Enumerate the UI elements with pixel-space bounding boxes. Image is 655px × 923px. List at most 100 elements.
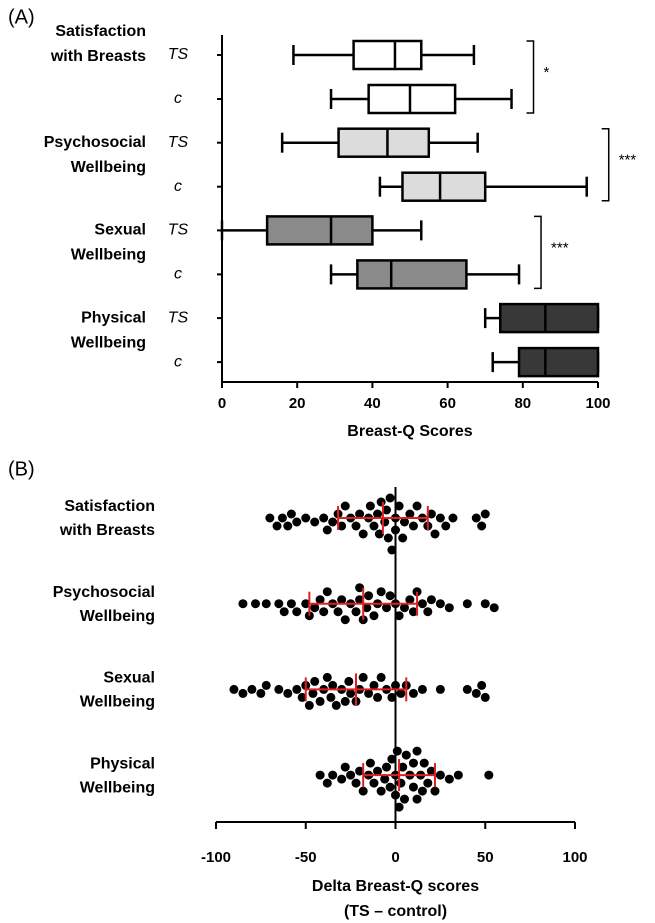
data-point xyxy=(333,607,343,617)
data-point xyxy=(430,786,440,796)
series-label: TS xyxy=(168,134,189,151)
series-label: c xyxy=(174,90,182,107)
data-point xyxy=(417,684,427,694)
data-point xyxy=(261,599,271,609)
x-axis-label: Delta Breast-Q scores xyxy=(312,878,479,895)
data-point xyxy=(365,758,375,768)
data-point xyxy=(369,680,379,690)
data-point xyxy=(283,521,293,531)
category-label: Physical xyxy=(90,755,155,772)
data-point xyxy=(279,607,289,617)
data-point xyxy=(292,607,302,617)
data-point xyxy=(435,513,445,523)
data-point xyxy=(238,688,248,698)
data-point xyxy=(396,688,406,698)
data-point xyxy=(319,607,329,617)
data-point xyxy=(408,607,418,617)
data-point xyxy=(423,607,433,617)
data-point xyxy=(387,754,397,764)
category-label: Sexual xyxy=(103,670,155,687)
data-point xyxy=(292,517,302,527)
x-tick-label: 20 xyxy=(289,395,306,412)
data-point xyxy=(394,611,404,621)
data-point xyxy=(376,786,386,796)
data-point xyxy=(355,595,365,605)
data-point xyxy=(319,513,329,523)
significance-bracket xyxy=(534,215,542,290)
data-point xyxy=(391,680,400,690)
category-label: with Breasts xyxy=(59,522,155,539)
data-point xyxy=(292,684,302,694)
x-axis-label: Breast-Q Scores xyxy=(347,423,472,440)
panel-label: (B) xyxy=(8,458,35,480)
data-point xyxy=(322,778,332,788)
data-point xyxy=(391,790,400,800)
data-point xyxy=(399,517,409,527)
data-point xyxy=(346,688,356,698)
x-tick-label: 80 xyxy=(514,395,531,412)
data-point xyxy=(408,758,418,768)
data-point xyxy=(380,774,390,784)
significance-label: * xyxy=(544,64,550,81)
box xyxy=(356,259,468,290)
data-point xyxy=(391,525,400,535)
data-point xyxy=(480,599,490,609)
category-label: Wellbeing xyxy=(80,694,155,711)
data-point xyxy=(401,750,411,760)
data-point xyxy=(412,746,422,756)
data-point xyxy=(340,696,350,706)
data-point xyxy=(310,603,320,613)
data-point xyxy=(328,680,338,690)
data-point xyxy=(315,770,325,780)
data-point xyxy=(355,766,365,776)
data-point xyxy=(340,762,350,772)
data-point xyxy=(423,778,433,788)
data-point xyxy=(369,521,379,531)
panel-label: (A) xyxy=(8,6,35,28)
x-tick-label: 100 xyxy=(562,849,587,866)
data-point xyxy=(355,583,365,593)
data-point xyxy=(376,587,386,597)
box xyxy=(401,171,487,202)
data-point xyxy=(261,680,271,690)
x-tick-label: -50 xyxy=(295,849,317,866)
data-point xyxy=(364,591,374,601)
data-point xyxy=(471,513,481,523)
series-label: c xyxy=(174,266,182,283)
data-point xyxy=(355,509,365,519)
category-label: Wellbeing xyxy=(71,334,146,351)
data-point xyxy=(286,509,296,519)
significance-label: *** xyxy=(551,239,569,256)
data-point xyxy=(340,501,350,511)
data-point xyxy=(274,599,284,609)
data-point xyxy=(229,684,239,694)
data-point xyxy=(385,493,395,503)
data-point xyxy=(310,517,320,527)
data-point xyxy=(480,692,490,702)
data-point xyxy=(398,762,408,772)
data-point xyxy=(358,529,368,539)
data-point xyxy=(462,684,472,694)
data-point xyxy=(328,770,338,780)
data-point xyxy=(346,770,356,780)
data-point xyxy=(310,676,320,686)
data-point xyxy=(374,529,384,539)
data-point xyxy=(322,672,332,682)
data-point xyxy=(426,766,436,776)
data-point xyxy=(337,774,347,784)
category-label: Satisfaction xyxy=(64,498,155,515)
data-point xyxy=(238,599,248,609)
category-label: Satisfaction xyxy=(55,23,146,40)
series-label: TS xyxy=(168,222,189,239)
data-point xyxy=(405,509,415,519)
data-point xyxy=(398,533,408,543)
x-tick-label: 0 xyxy=(218,395,226,412)
data-point xyxy=(364,688,374,698)
data-point xyxy=(417,599,427,609)
data-point xyxy=(365,501,375,511)
data-point xyxy=(387,692,397,702)
series-label: c xyxy=(174,353,182,370)
data-point xyxy=(444,603,454,613)
data-point xyxy=(351,521,361,531)
